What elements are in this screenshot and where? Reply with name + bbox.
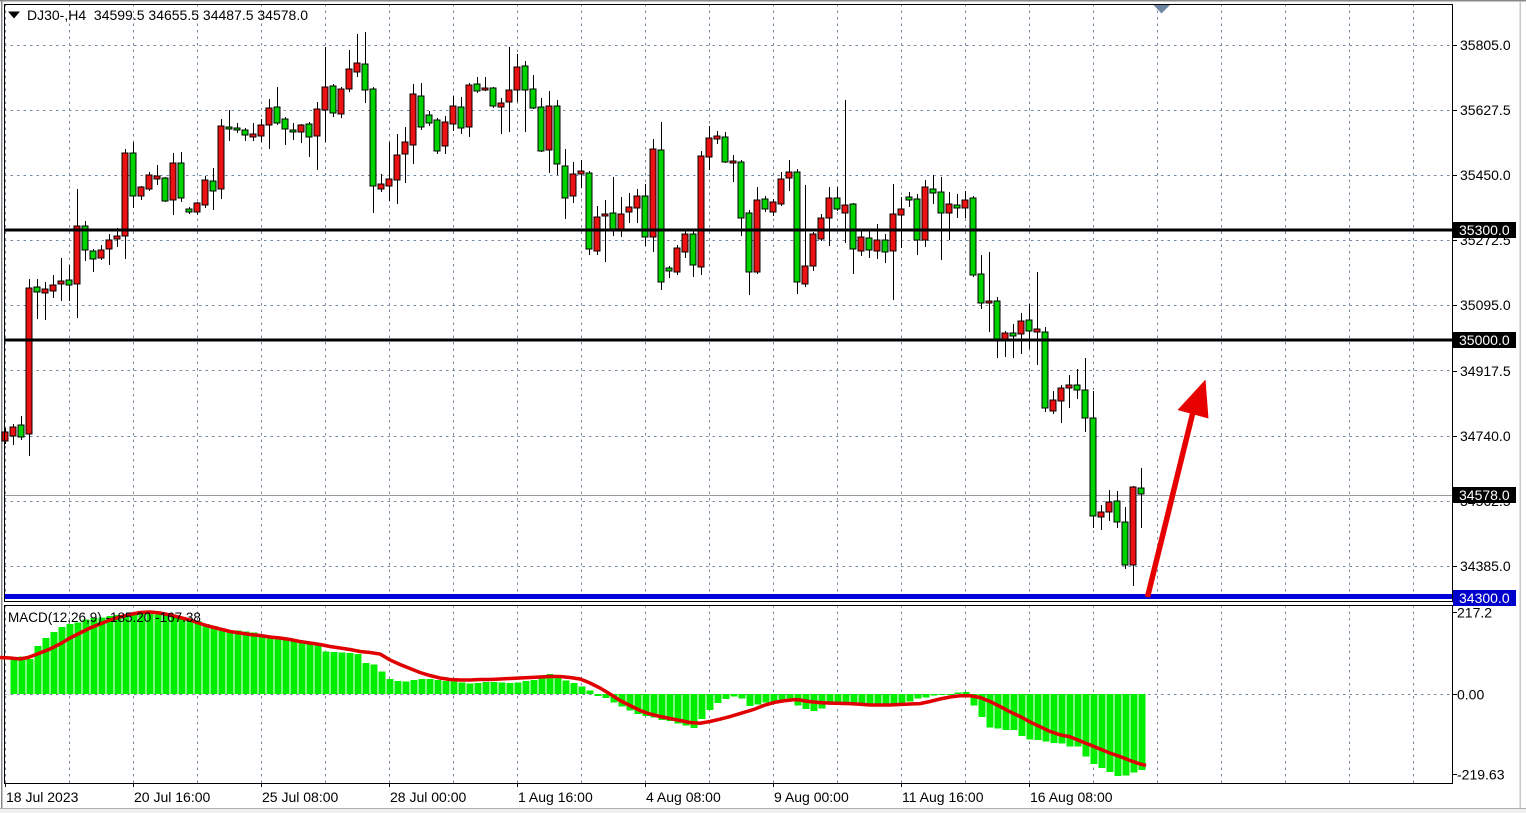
- svg-text:16 Aug 08:00: 16 Aug 08:00: [1030, 789, 1113, 805]
- svg-text:35300.0: 35300.0: [1459, 222, 1510, 238]
- svg-text:DJ30-,H4 34599.5 34655.5 3448: DJ30-,H4 34599.5 34655.5 34487.5 34578.0: [27, 7, 308, 23]
- svg-text:34385.0: 34385.0: [1460, 558, 1511, 574]
- svg-text:34300.0: 34300.0: [1459, 590, 1510, 606]
- svg-text:35450.0: 35450.0: [1460, 167, 1511, 183]
- svg-text:35805.0: 35805.0: [1460, 37, 1511, 53]
- svg-text:MACD(12,26,9) -185.20 -167.38: MACD(12,26,9) -185.20 -167.38: [8, 610, 201, 625]
- svg-text:20 Jul 16:00: 20 Jul 16:00: [134, 789, 210, 805]
- svg-text:4 Aug 08:00: 4 Aug 08:00: [646, 789, 721, 805]
- svg-text:35627.5: 35627.5: [1460, 102, 1511, 118]
- svg-text:18 Jul 2023: 18 Jul 2023: [6, 789, 79, 805]
- svg-text:35095.0: 35095.0: [1460, 297, 1511, 313]
- svg-text:34917.5: 34917.5: [1460, 363, 1511, 379]
- svg-text:34578.0: 34578.0: [1459, 487, 1510, 503]
- svg-text:11 Aug 16:00: 11 Aug 16:00: [902, 789, 984, 805]
- svg-text:-219.63: -219.63: [1457, 767, 1505, 783]
- svg-text:28 Jul 00:00: 28 Jul 00:00: [390, 789, 466, 805]
- svg-text:1 Aug 16:00: 1 Aug 16:00: [518, 789, 593, 805]
- svg-text:25 Jul 08:00: 25 Jul 08:00: [262, 789, 338, 805]
- svg-text:9 Aug 00:00: 9 Aug 00:00: [774, 789, 849, 805]
- svg-text:35000.0: 35000.0: [1459, 332, 1510, 348]
- svg-text:0.00: 0.00: [1457, 687, 1484, 703]
- svg-text:217.2: 217.2: [1457, 605, 1492, 621]
- svg-text:34740.0: 34740.0: [1460, 428, 1511, 444]
